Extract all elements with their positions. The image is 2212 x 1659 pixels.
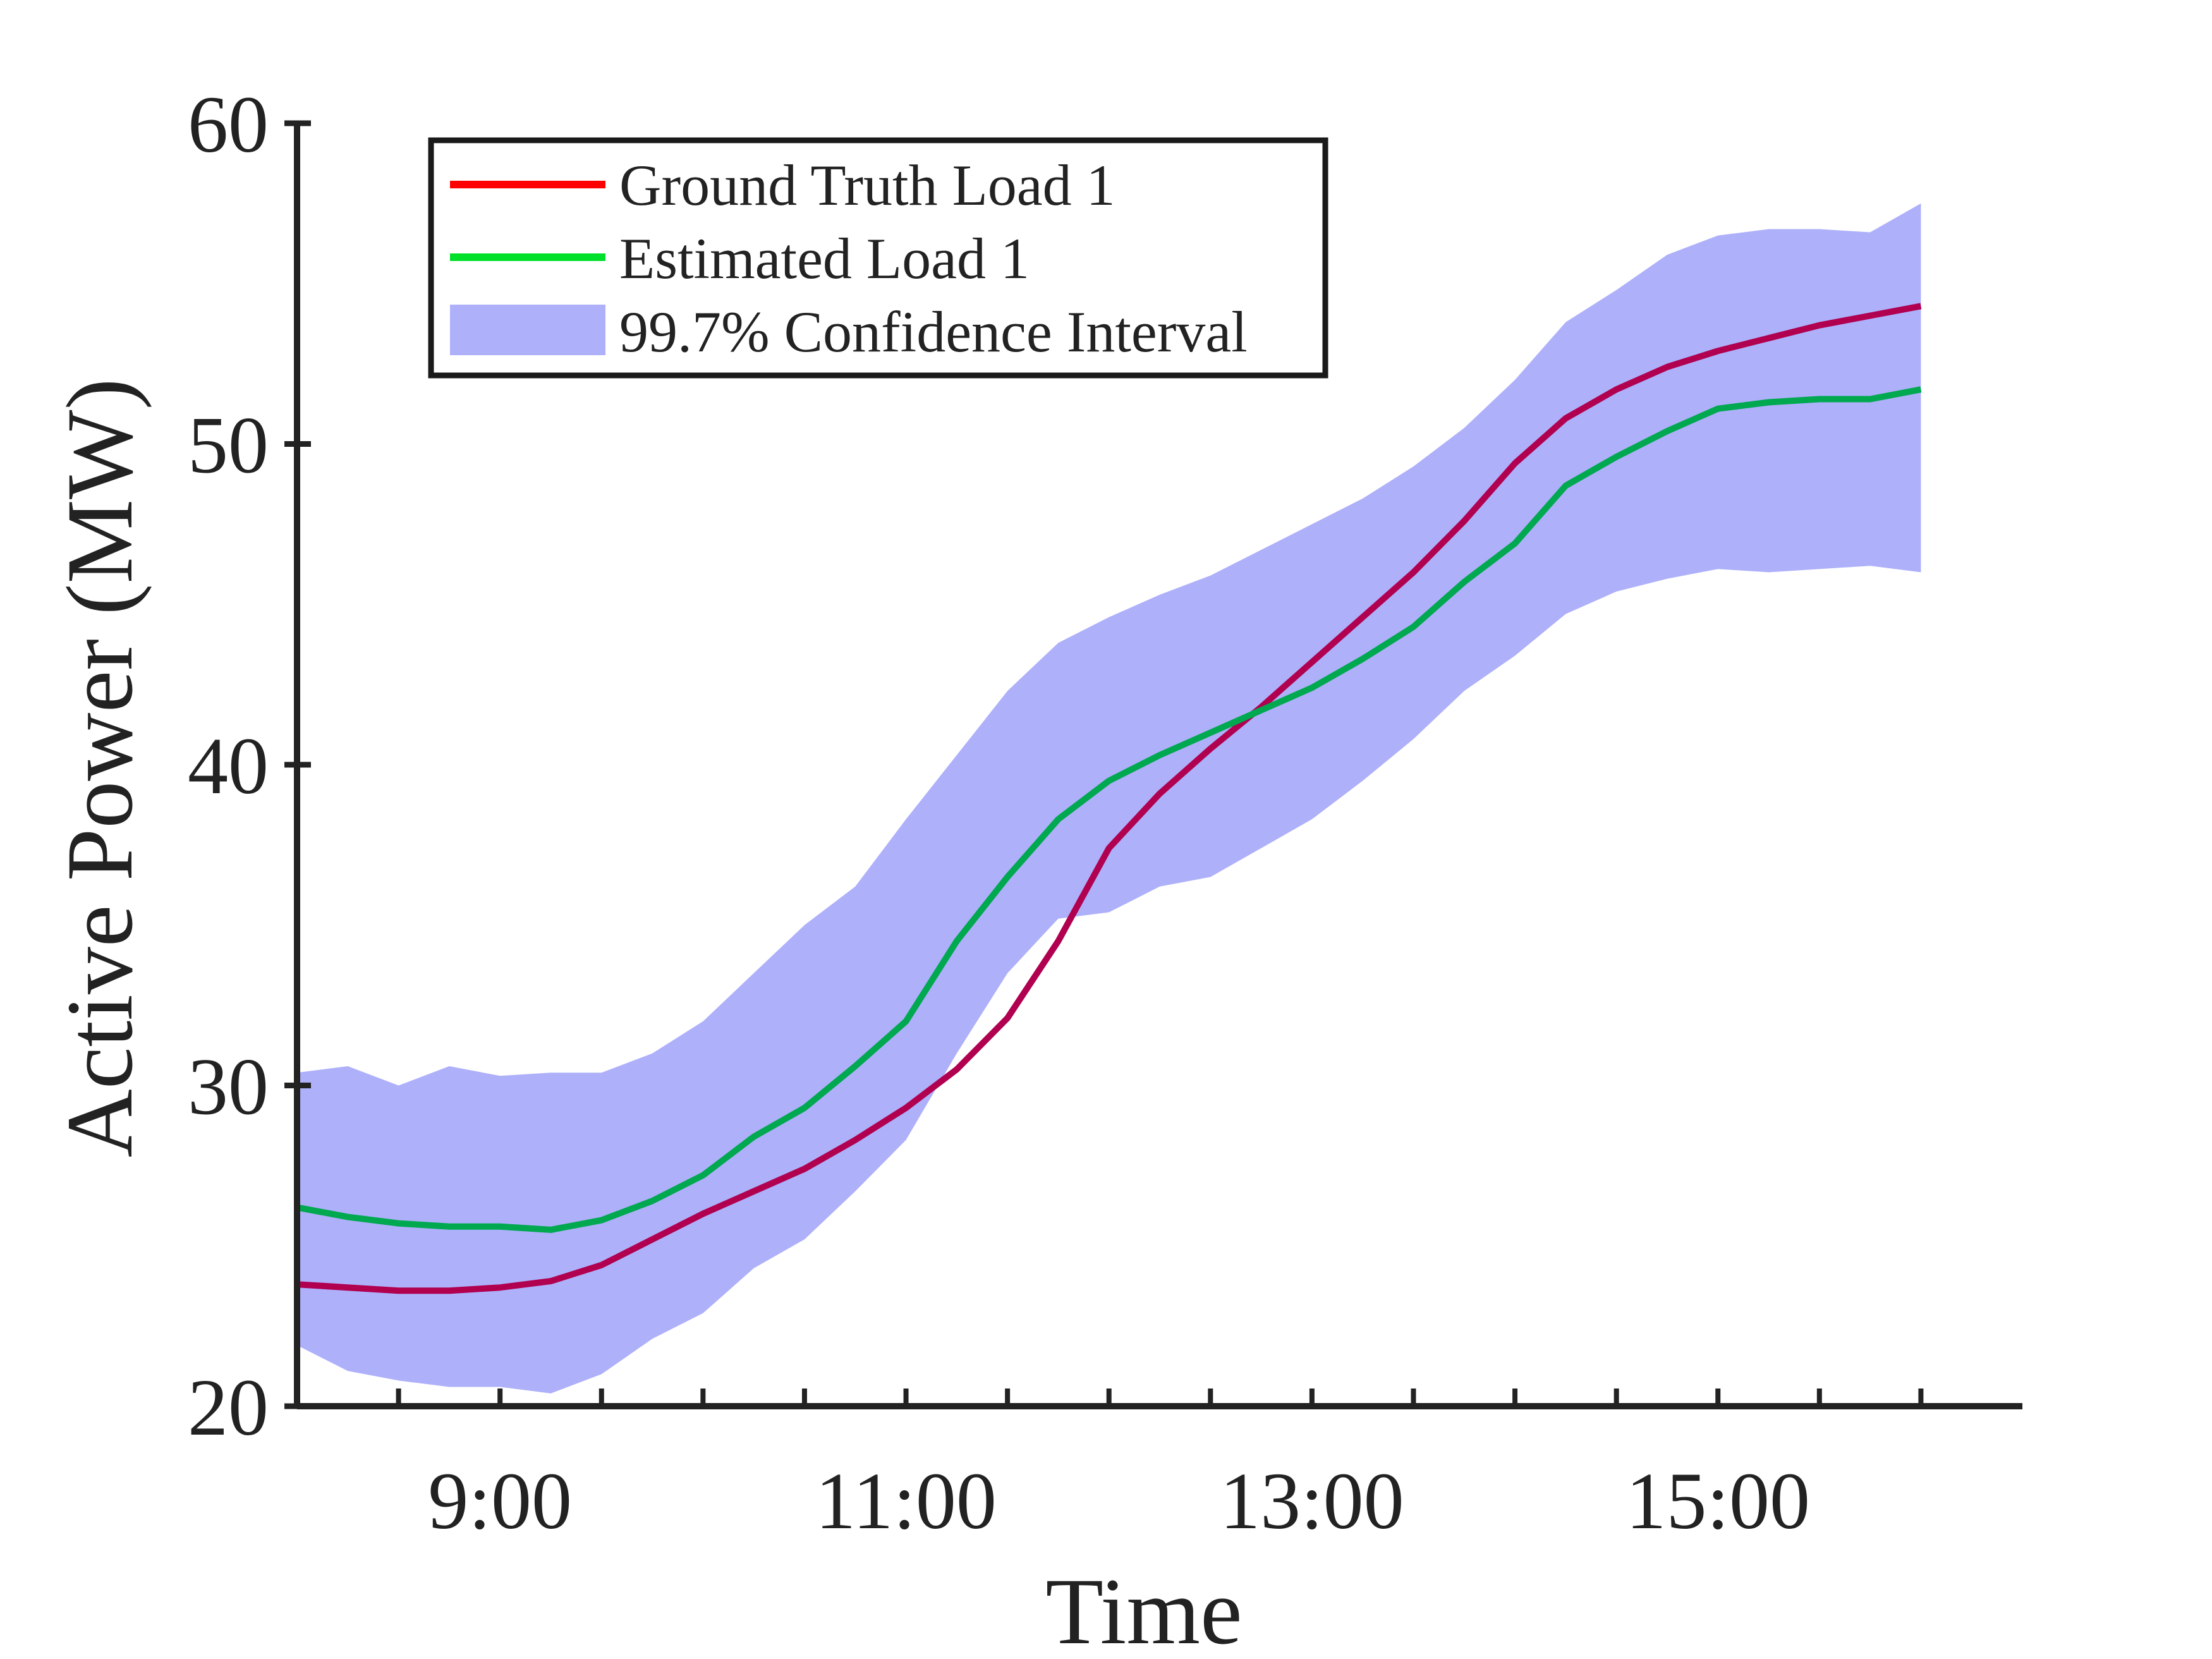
y-tick-label: 20 — [188, 1363, 269, 1452]
x-tick-label: 11:00 — [815, 1456, 997, 1546]
x-tick-label: 9:00 — [428, 1456, 572, 1546]
axes: 9:00 11:00 13:00 15:00 20 30 40 50 60 — [188, 80, 2022, 1546]
x-tick-label: 15:00 — [1626, 1456, 1810, 1546]
legend-ground-truth-label: Ground Truth Load 1 — [619, 153, 1115, 217]
y-axis-label: Active Power (MW) — [47, 379, 152, 1158]
y-tick-label: 30 — [188, 1042, 269, 1132]
plot-area — [296, 203, 1922, 1394]
x-tick-label: 13:00 — [1220, 1456, 1404, 1546]
y-tick-label: 40 — [188, 721, 269, 811]
y-tick-label: 60 — [188, 80, 269, 169]
estimated-line — [296, 386, 1922, 1233]
x-ticks: 9:00 11:00 13:00 15:00 — [396, 1389, 1924, 1546]
y-tick-label: 50 — [188, 401, 269, 490]
confidence-interval-band — [297, 203, 1921, 1394]
x-axis-label: Time — [1045, 1559, 1242, 1659]
y-ticks: 20 30 40 50 60 — [188, 80, 311, 1452]
legend-estimated-label: Estimated Load 1 — [619, 226, 1030, 291]
legend: Ground Truth Load 1 Estimated Load 1 99.… — [428, 137, 1328, 379]
ground-truth-line — [296, 303, 1922, 1294]
legend-confidence-swatch — [450, 305, 605, 355]
legend-confidence-label: 99.7% Confidence Interval — [619, 300, 1248, 364]
